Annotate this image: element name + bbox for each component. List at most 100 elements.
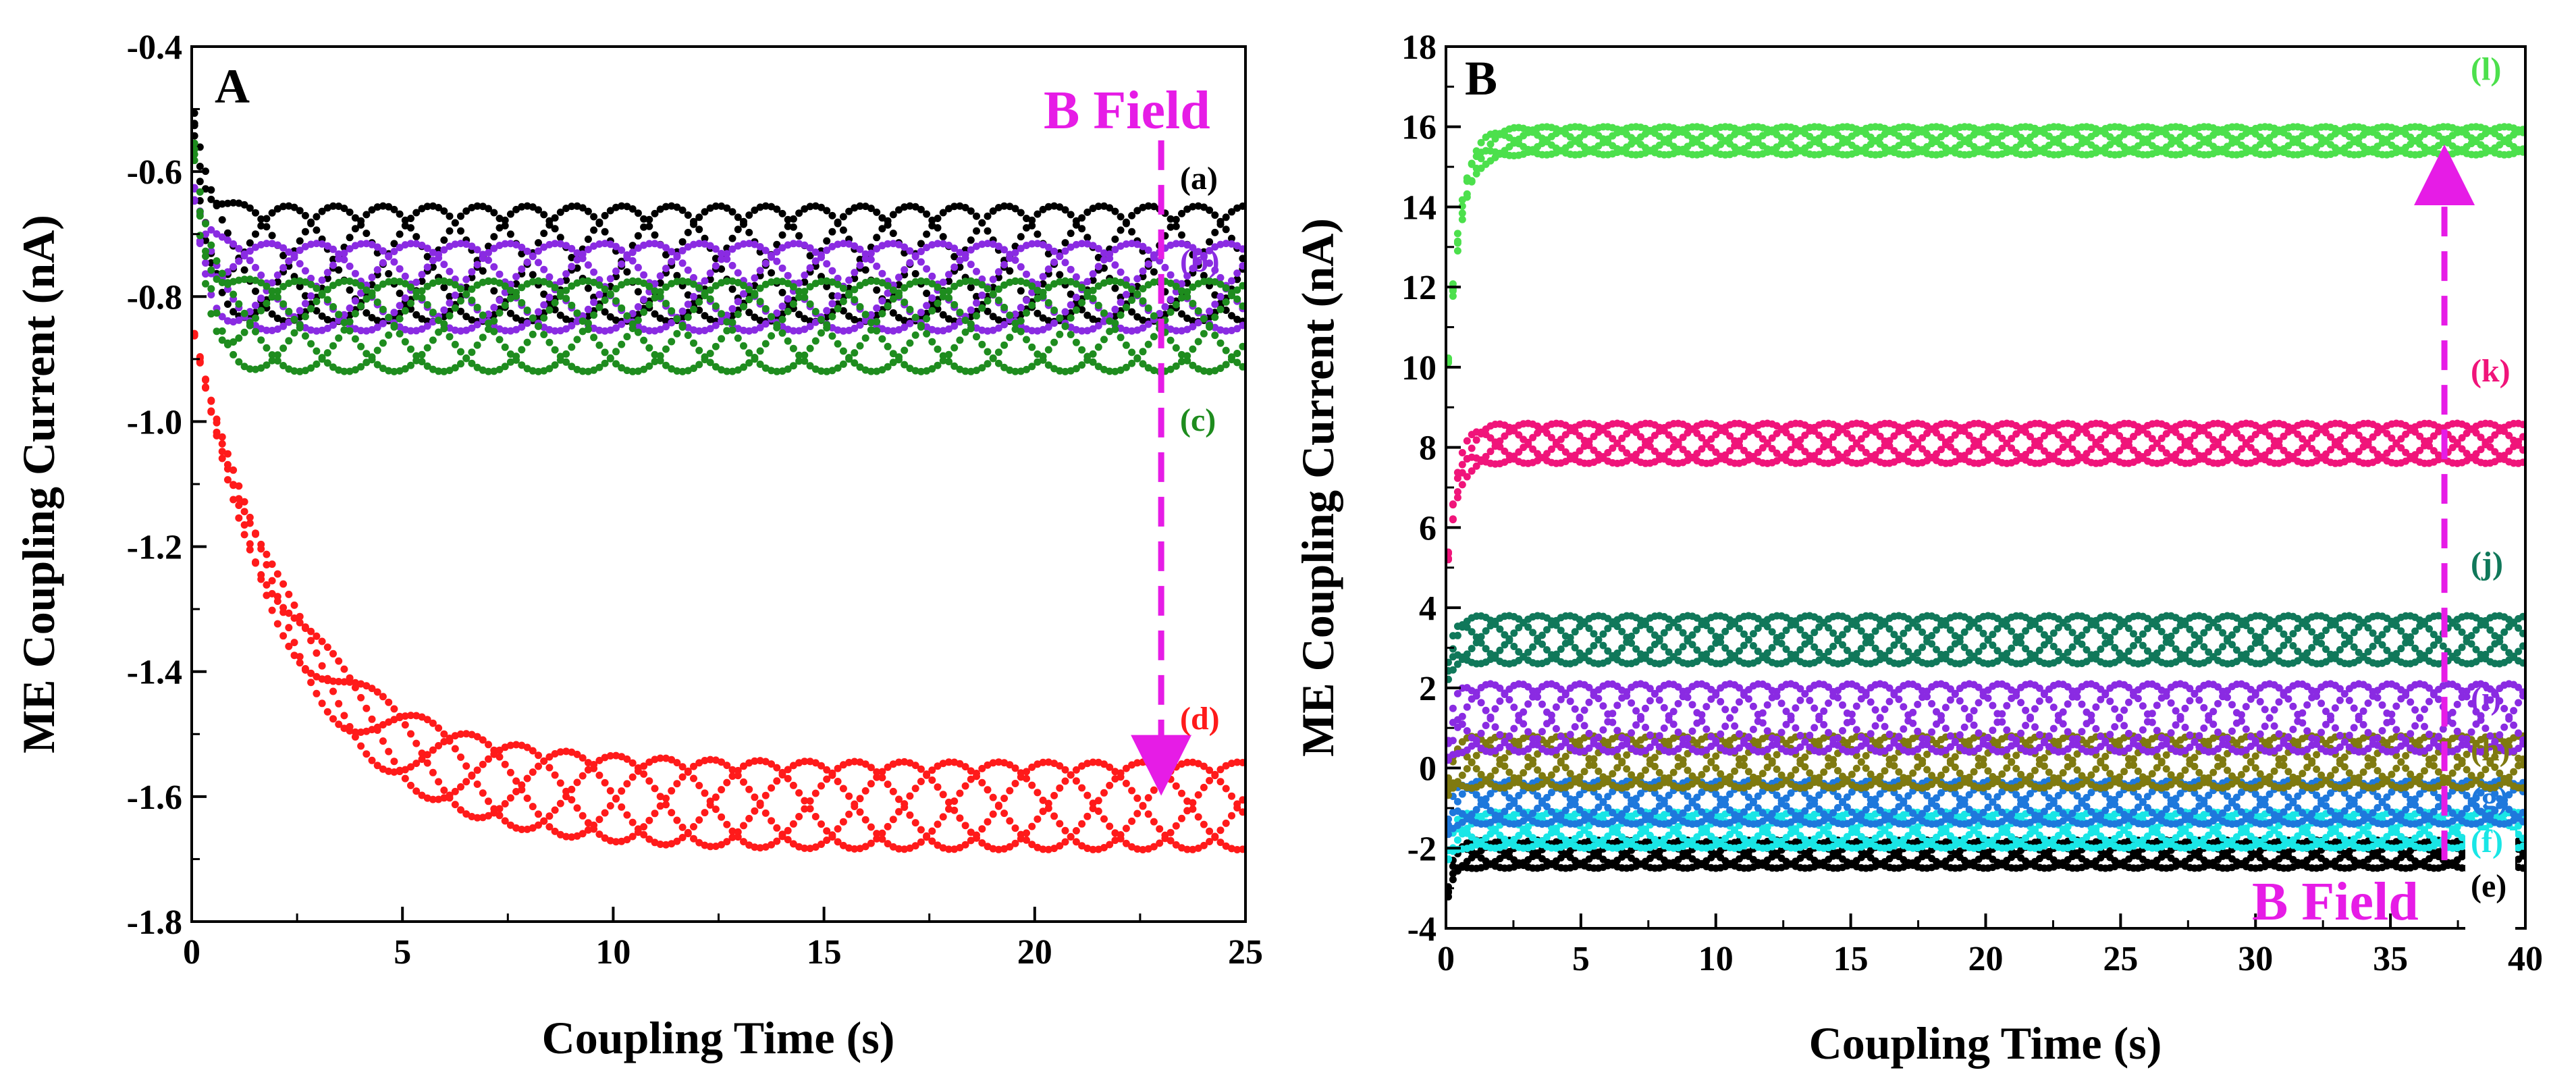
data-point (196, 237, 204, 245)
data-point (501, 363, 509, 371)
data-point (501, 327, 509, 335)
data-point (473, 261, 481, 269)
data-point (568, 282, 576, 290)
data-point (884, 363, 892, 371)
data-point (773, 257, 781, 265)
data-point (423, 300, 431, 309)
data-point (540, 301, 548, 309)
data-point (1067, 314, 1075, 322)
data-point (1050, 247, 1058, 255)
data-point (329, 649, 337, 658)
data-point (240, 309, 248, 317)
data-point (884, 289, 892, 297)
data-point (723, 204, 731, 212)
data-point (535, 247, 542, 255)
data-point (668, 307, 676, 315)
data-point (811, 318, 820, 326)
data-point (495, 812, 504, 820)
data-point (1183, 205, 1191, 213)
data-point (718, 255, 726, 263)
data-point (1194, 248, 1202, 256)
data-point (435, 317, 443, 324)
data-point (811, 337, 820, 345)
data-point (612, 242, 620, 250)
data-point (634, 764, 642, 772)
data-point (895, 356, 903, 364)
data-point (795, 232, 803, 240)
data-point (257, 294, 265, 302)
data-point (412, 739, 421, 747)
data-point (678, 773, 687, 781)
data-point (230, 350, 238, 359)
data-point (618, 364, 626, 372)
data-point (1166, 215, 1175, 223)
data-point (512, 356, 520, 364)
data-point (612, 267, 620, 275)
data-point (401, 365, 409, 373)
data-point (1200, 367, 1208, 375)
data-point (202, 247, 209, 255)
data-point (207, 241, 215, 249)
data-point (678, 307, 687, 315)
data-point (257, 222, 265, 230)
data-point (867, 367, 875, 375)
data-point (923, 265, 931, 273)
data-point (1083, 812, 1092, 820)
data-point (562, 276, 570, 284)
data-point (1150, 203, 1158, 211)
data-point (512, 273, 520, 281)
data-point (1072, 294, 1080, 301)
data-point (628, 242, 637, 250)
data-point (751, 240, 759, 248)
data-point (1172, 344, 1180, 352)
data-point (435, 250, 443, 259)
data-point (1034, 815, 1042, 823)
data-point (573, 336, 581, 344)
data-point (768, 367, 776, 375)
data-point (1228, 277, 1235, 285)
data-point (1034, 286, 1042, 294)
data-point (984, 285, 992, 293)
data-point (889, 240, 897, 248)
data-point (573, 778, 581, 787)
data-point (851, 269, 859, 277)
data-point (385, 203, 393, 211)
data-point (728, 833, 736, 841)
data-point (1183, 279, 1191, 287)
data-point (584, 235, 592, 243)
data-point (1222, 327, 1230, 335)
data-point (1044, 250, 1052, 258)
data-point (252, 263, 259, 271)
data-point (994, 296, 1002, 304)
data-point (751, 206, 759, 214)
data-point (285, 590, 293, 598)
data-point (695, 782, 703, 789)
data-point (645, 327, 653, 335)
data-point (485, 741, 492, 749)
data-point (828, 300, 836, 308)
data-point (590, 213, 598, 221)
data-point (1166, 271, 1175, 279)
data-point (651, 287, 659, 295)
data-point (1017, 327, 1025, 336)
data-point (1166, 336, 1175, 344)
series-label-b: (b) (1180, 243, 1220, 279)
data-point (479, 311, 487, 319)
data-point (828, 267, 836, 275)
data-point (307, 340, 315, 348)
data-point (329, 245, 337, 253)
data-point (323, 674, 331, 683)
data-point (435, 367, 443, 375)
data-point (446, 292, 454, 300)
data-point (1122, 290, 1130, 298)
data-point (351, 297, 359, 305)
data-point (423, 322, 431, 330)
data-point (901, 284, 909, 292)
data-point (856, 202, 864, 210)
data-point (273, 205, 281, 213)
data-point (839, 298, 847, 305)
data-point (923, 309, 931, 317)
data-point (479, 366, 487, 374)
data-point (867, 823, 875, 831)
data-point (346, 318, 354, 325)
